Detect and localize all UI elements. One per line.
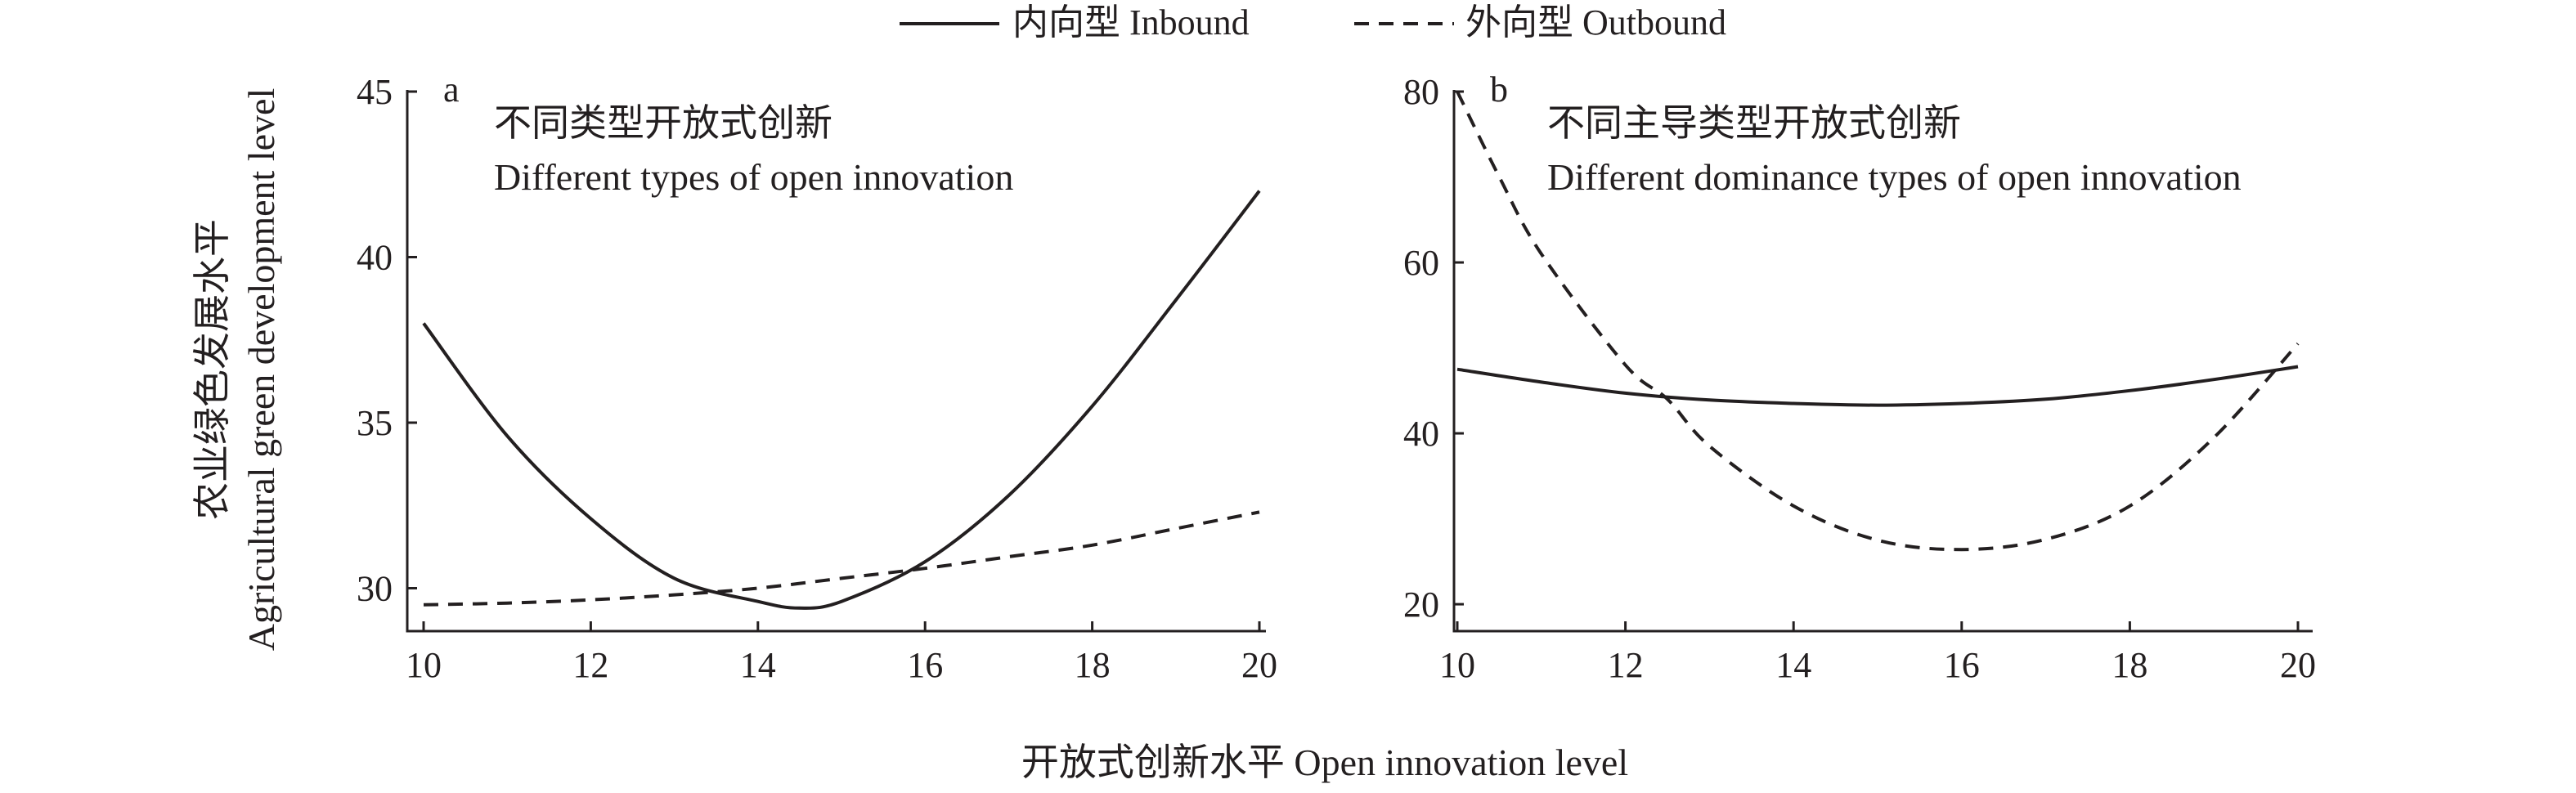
panel-b-ticks (1454, 90, 2300, 631)
panel-a-ticks (407, 90, 1261, 631)
panel-b: 10 12 14 16 18 20 20 40 60 80 b 不同主导类型开放式创新 Diffe… (1403, 69, 2316, 685)
panel-b-x-tick-label-12: 12 (1608, 645, 1644, 685)
panel-a-outbound-line (423, 510, 1260, 607)
panel-a-y-tick-label-30: 30 (357, 569, 393, 609)
panel-b-annotation-en: Different dominance types of open innova… (1547, 156, 2242, 198)
panel-b-curves (1456, 91, 2300, 552)
panel-b-annotation-cn: 不同主导类型开放式创新 (1547, 102, 1961, 144)
panel-a-label: a (443, 69, 460, 110)
legend-inbound-label: 内向型 Inbound (1012, 2, 1250, 43)
legend-outbound-label: 外向型 Outbound (1465, 2, 1726, 43)
y-axis-label-cn: 农业绿色发展水平 (191, 219, 233, 520)
panel-a-tick-labels: 10 12 14 16 18 20 30 35 40 45 (357, 72, 1277, 685)
y-axis-label-en: Agricultural green development level (240, 88, 282, 651)
panel-b-x-tick-label-10: 10 (1439, 645, 1475, 685)
panel-a-y-tick-label-45: 45 (357, 72, 393, 112)
panel-a-annotation-en: Different types of open innovation (494, 156, 1013, 198)
panel-b-x-tick-label-20: 20 (2280, 645, 2316, 685)
panel-b-label: b (1490, 69, 1508, 110)
panel-b-y-tick-label-40: 40 (1403, 414, 1439, 454)
panel-b-inbound-line (1456, 365, 2299, 407)
panel-b-axes (1452, 90, 2313, 633)
panel-b-y-tick-label-60: 60 (1403, 243, 1439, 283)
panel-b-y-tick-label-80: 80 (1403, 72, 1439, 112)
panel-a-x-tick-label-16: 16 (907, 645, 943, 685)
legend: 内向型 Inbound 外向型 Outbound (900, 2, 1726, 43)
panel-b-tick-labels: 10 12 14 16 18 20 20 40 60 80 (1403, 72, 2316, 685)
panel-a-x-tick-label-10: 10 (406, 645, 442, 685)
y-axis-label: 农业绿色发展水平 Agricultural green development … (191, 88, 282, 651)
x-axis-label: 开放式创新水平 Open innovation level (1021, 741, 1628, 783)
panel-b-outbound-line (1456, 91, 2300, 552)
panel-a: 10 12 14 16 18 20 30 35 40 45 a 不同类型开放式创新 Differe… (357, 69, 1277, 685)
panel-a-annotation-cn: 不同类型开放式创新 (494, 102, 832, 144)
panel-a-x-tick-label-14: 14 (740, 645, 776, 685)
panel-a-x-tick-label-12: 12 (572, 645, 608, 685)
panel-b-x-tick-label-18: 18 (2112, 645, 2147, 685)
panel-a-x-tick-label-18: 18 (1075, 645, 1111, 685)
panel-a-axes (406, 90, 1266, 633)
panel-b-y-tick-label-20: 20 (1403, 585, 1439, 625)
panel-a-curves (422, 190, 1261, 610)
panel-a-y-tick-label-35: 35 (357, 403, 393, 443)
panel-b-x-tick-label-16: 16 (1944, 645, 1980, 685)
panel-a-inbound-line (422, 190, 1261, 610)
panel-a-x-tick-label-20: 20 (1241, 645, 1277, 685)
panel-a-y-tick-label-40: 40 (357, 238, 393, 278)
panel-b-x-tick-label-14: 14 (1775, 645, 1811, 685)
